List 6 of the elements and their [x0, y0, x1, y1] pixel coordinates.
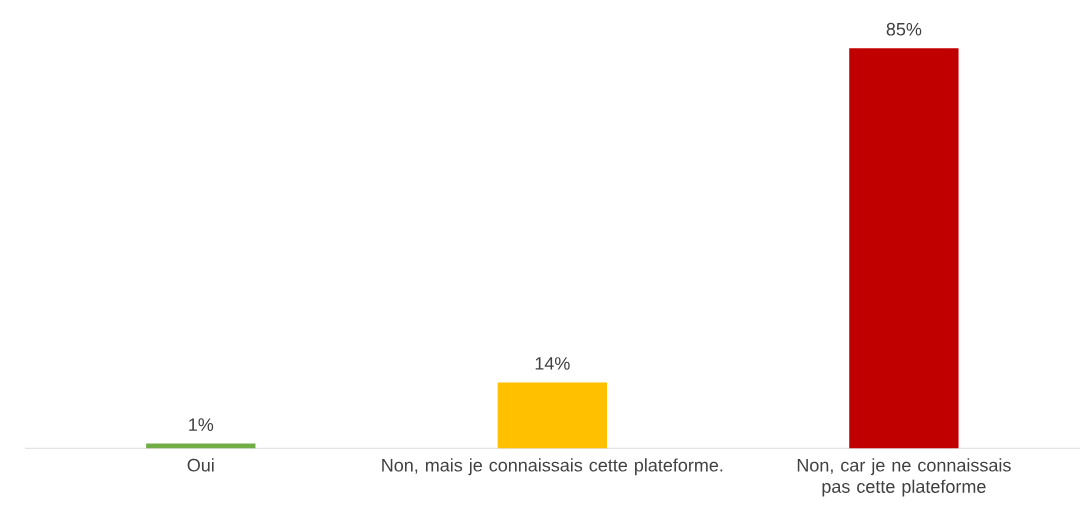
data-label: 14% [535, 357, 570, 370]
data-label: 85% [886, 22, 922, 36]
x-tick-label: Non, mais je connaissais cette plateforme. [382, 458, 723, 476]
data-label: 1% [189, 418, 214, 431]
x-tick-label: Non, car je ne connaissais pas cette plateforme [797, 458, 1011, 497]
x-tick-label: Oui [187, 458, 214, 472]
